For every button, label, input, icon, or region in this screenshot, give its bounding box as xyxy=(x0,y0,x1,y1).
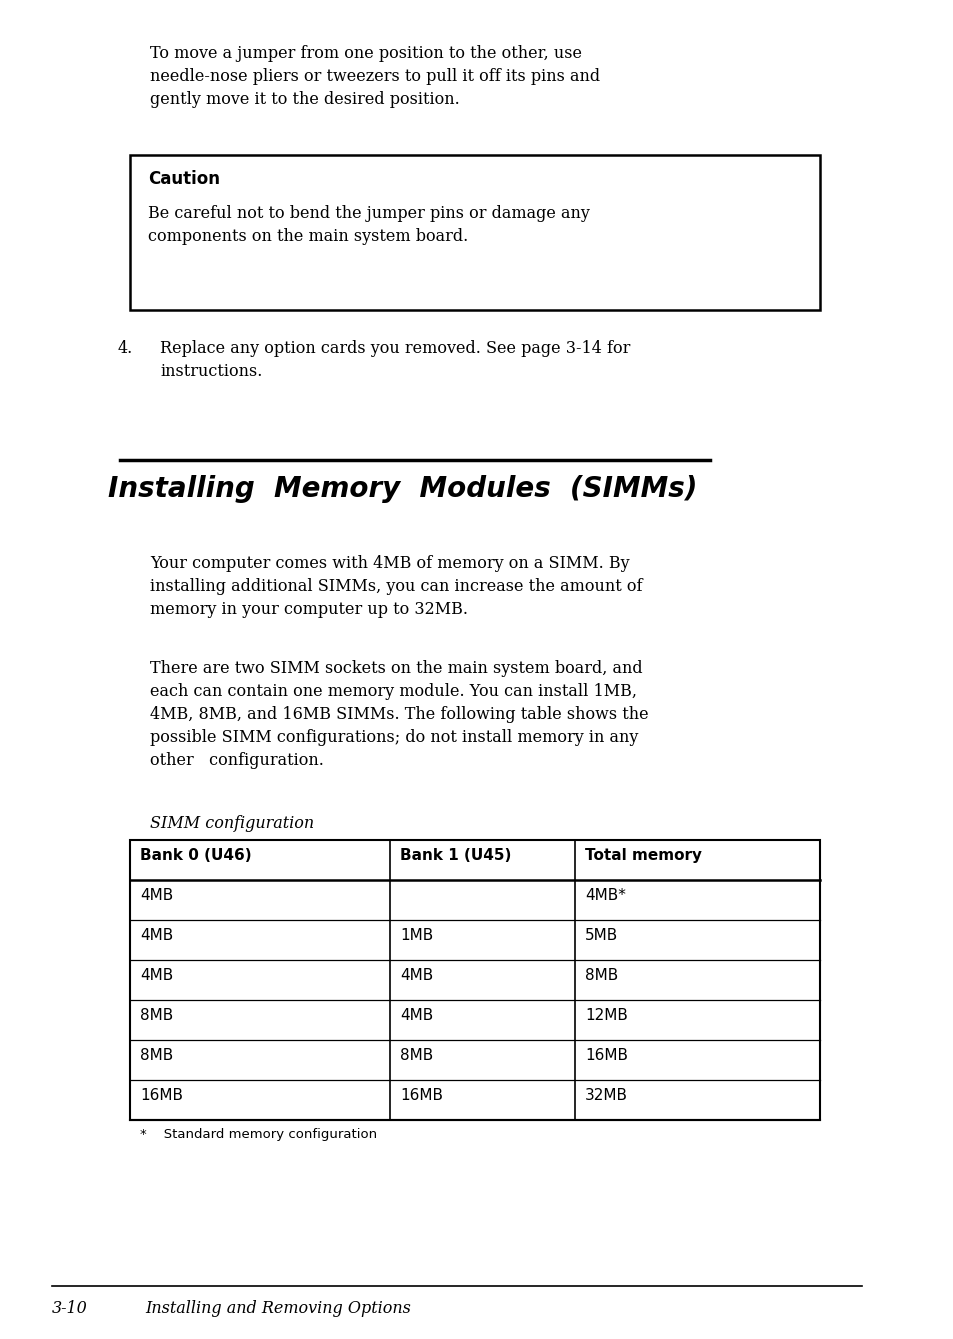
Text: 4MB: 4MB xyxy=(399,968,433,983)
Text: 12MB: 12MB xyxy=(584,1008,627,1023)
Text: 5MB: 5MB xyxy=(584,928,618,943)
Text: other   configuration.: other configuration. xyxy=(150,753,323,769)
Text: 8MB: 8MB xyxy=(399,1048,433,1063)
Text: 4MB: 4MB xyxy=(140,888,173,902)
Text: 1MB: 1MB xyxy=(399,928,433,943)
Text: 8MB: 8MB xyxy=(584,968,618,983)
Text: 4.: 4. xyxy=(118,340,133,358)
Text: To move a jumper from one position to the other, use: To move a jumper from one position to th… xyxy=(150,46,581,62)
Text: instructions.: instructions. xyxy=(160,363,262,380)
Text: Bank 0 (U46): Bank 0 (U46) xyxy=(140,848,252,864)
Text: 4MB, 8MB, and 16MB SIMMs. The following table shows the: 4MB, 8MB, and 16MB SIMMs. The following … xyxy=(150,706,648,723)
Bar xyxy=(130,840,820,1119)
Text: Installing and Removing Options: Installing and Removing Options xyxy=(145,1300,411,1318)
Text: 4MB: 4MB xyxy=(140,968,173,983)
Text: installing additional SIMMs, you can increase the amount of: installing additional SIMMs, you can inc… xyxy=(150,578,641,595)
Text: 32MB: 32MB xyxy=(584,1089,627,1103)
Text: Bank 1 (U45): Bank 1 (U45) xyxy=(399,848,511,864)
Bar xyxy=(130,155,820,311)
Text: memory in your computer up to 32MB.: memory in your computer up to 32MB. xyxy=(150,601,468,619)
Text: components on the main system board.: components on the main system board. xyxy=(148,228,468,245)
Text: 3-10: 3-10 xyxy=(52,1300,88,1318)
Text: each can contain one memory module. You can install 1MB,: each can contain one memory module. You … xyxy=(150,683,637,700)
Text: 8MB: 8MB xyxy=(140,1008,173,1023)
Text: 4MB: 4MB xyxy=(399,1008,433,1023)
Text: Caution: Caution xyxy=(148,170,220,187)
Text: SIMM configuration: SIMM configuration xyxy=(150,815,314,832)
Text: 4MB: 4MB xyxy=(140,928,173,943)
Text: 4MB*: 4MB* xyxy=(584,888,625,902)
Text: Replace any option cards you removed. See page 3-14 for: Replace any option cards you removed. Se… xyxy=(160,340,630,358)
Text: needle-nose pliers or tweezers to pull it off its pins and: needle-nose pliers or tweezers to pull i… xyxy=(150,68,599,84)
Text: gently move it to the desired position.: gently move it to the desired position. xyxy=(150,91,459,108)
Text: There are two SIMM sockets on the main system board, and: There are two SIMM sockets on the main s… xyxy=(150,660,642,678)
Text: Installing  Memory  Modules  (SIMMs): Installing Memory Modules (SIMMs) xyxy=(108,475,697,503)
Text: Total memory: Total memory xyxy=(584,848,701,864)
Text: 8MB: 8MB xyxy=(140,1048,173,1063)
Text: 16MB: 16MB xyxy=(399,1089,442,1103)
Text: 16MB: 16MB xyxy=(140,1089,183,1103)
Text: 16MB: 16MB xyxy=(584,1048,627,1063)
Text: Be careful not to bend the jumper pins or damage any: Be careful not to bend the jumper pins o… xyxy=(148,205,589,222)
Text: *    Standard memory configuration: * Standard memory configuration xyxy=(140,1127,376,1141)
Text: possible SIMM configurations; do not install memory in any: possible SIMM configurations; do not ins… xyxy=(150,728,638,746)
Text: Your computer comes with 4MB of memory on a SIMM. By: Your computer comes with 4MB of memory o… xyxy=(150,554,629,572)
